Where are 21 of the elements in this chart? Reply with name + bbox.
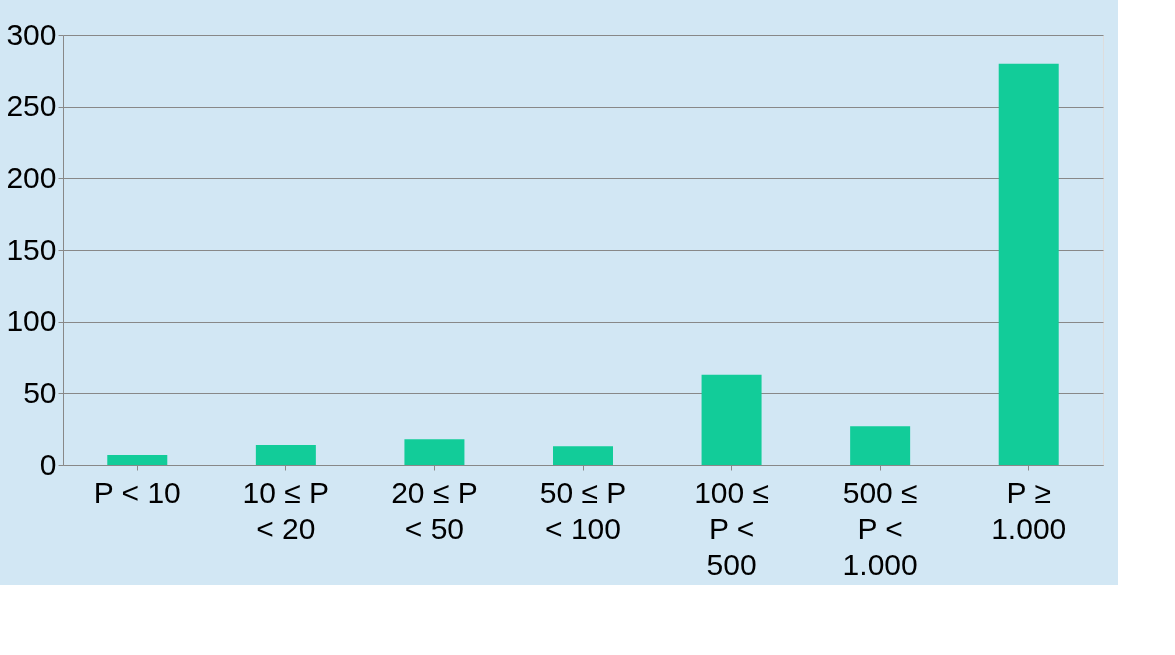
y-tick-label: 300: [6, 17, 57, 51]
bar: [255, 444, 316, 465]
bar: [553, 446, 613, 465]
bar: [850, 426, 911, 465]
bar: [998, 63, 1059, 465]
x-tick-label: 100 ≤ P < 500: [694, 475, 769, 581]
y-tick-label: 150: [6, 232, 57, 266]
x-tick-label: 50 ≤ P < 100: [539, 475, 627, 545]
x-tick-label: P < 10: [93, 475, 181, 509]
y-tick-label: 100: [6, 304, 57, 338]
x-tick-label: 500 ≤ P < 1.000: [842, 475, 918, 581]
y-tick-label: 0: [39, 447, 57, 481]
bar: [701, 374, 762, 465]
x-tick-label: 10 ≤ P < 20: [242, 475, 330, 545]
x-tick-label: P ≥ 1.000: [991, 475, 1067, 545]
y-tick-label: 50: [23, 375, 57, 409]
x-tick-label: 20 ≤ P < 50: [391, 475, 478, 545]
y-tick-label: 200: [6, 160, 57, 194]
bar: [404, 439, 465, 465]
y-tick-label: 250: [6, 89, 57, 123]
bar: [107, 454, 168, 465]
